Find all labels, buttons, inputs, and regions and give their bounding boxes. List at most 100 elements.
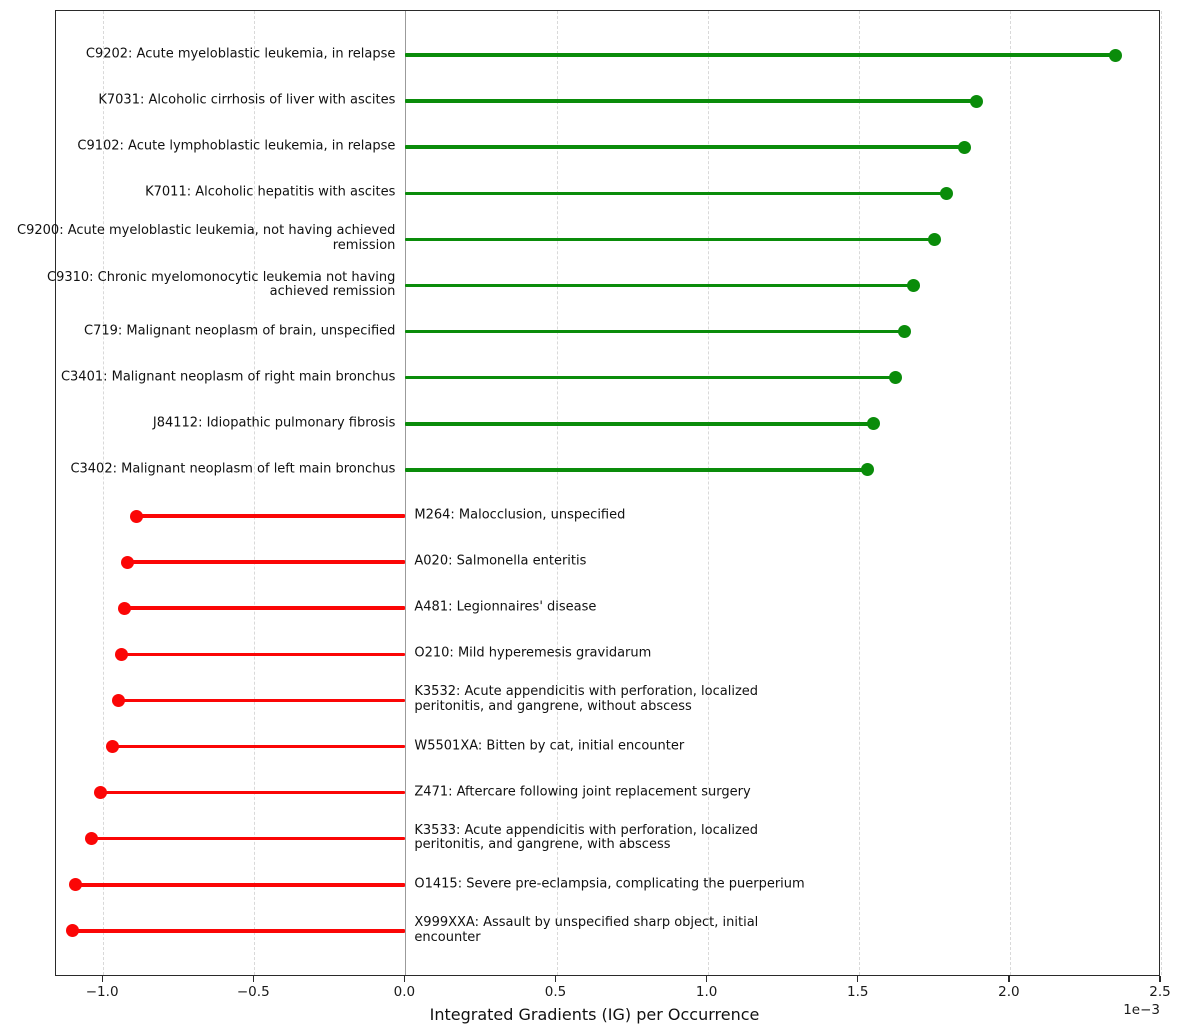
stem (405, 53, 1116, 57)
category-label-line: O210: Mild hyperemesis gravidarum (414, 645, 652, 661)
dot-marker (1109, 48, 1123, 62)
category-label: C9200: Acute myeloblastic leukemia, not … (17, 223, 396, 255)
dot-marker (939, 186, 953, 200)
stem (112, 744, 406, 749)
x-tick-label-1: −0.5 (236, 984, 270, 1000)
category-label: K3532: Acute appendicitis with perforati… (414, 684, 759, 716)
x-tick-mark-6 (1008, 976, 1010, 982)
stem (405, 283, 914, 288)
stem (72, 929, 406, 933)
dot-marker (120, 555, 134, 569)
stem (124, 606, 406, 610)
category-label: K3533: Acute appendicitis with perforati… (414, 822, 759, 854)
dot-marker (114, 647, 128, 661)
category-label-line: K3532: Acute appendicitis with perforati… (414, 684, 759, 700)
category-label: J84112: Idiopathic pulmonary fibrosis (153, 416, 396, 431)
stem (75, 883, 406, 887)
dot-marker (93, 786, 107, 800)
dot-marker (69, 878, 83, 892)
category-label: Z471: Aftercare following joint replacem… (414, 784, 751, 800)
dot-marker (129, 509, 143, 523)
dot-marker (84, 832, 98, 846)
x-tick-mark-1 (252, 976, 254, 982)
category-label-line: O1415: Severe pre-eclampsia, complicatin… (414, 876, 805, 892)
category-label: A020: Salmonella enteritis (414, 553, 587, 570)
dot-marker (906, 279, 920, 292)
category-label-line: M264: Malocclusion, unspecified (414, 507, 626, 523)
category-label-line: C9202: Acute myeloblastic leukemia, in r… (85, 46, 396, 62)
x-axis-label: Integrated Gradients (IG) per Occurrence (429, 1005, 760, 1024)
category-label-line: C3401: Malignant neoplasm of right main … (60, 369, 396, 385)
dot-marker (867, 417, 881, 431)
category-label: C9202: Acute myeloblastic leukemia, in r… (85, 46, 396, 63)
category-label-line: J84112: Idiopathic pulmonary fibrosis (152, 415, 396, 431)
category-label-line: C9102: Acute lymphoblastic leukemia, in … (77, 138, 396, 154)
category-label: C719: Malignant neoplasm of brain, unspe… (84, 323, 396, 339)
category-label-line: Z471: Aftercare following joint replacem… (414, 784, 751, 800)
zero-line (404, 11, 407, 975)
stem (118, 698, 406, 703)
category-label: K7011: Alcoholic hepatitis with ascites (145, 184, 396, 201)
stem (405, 375, 896, 380)
stem (405, 329, 905, 334)
dot-marker (970, 94, 984, 108)
x-tick-mark-4 (706, 976, 708, 982)
plot-area: C9202: Acute myeloblastic leukemia, in r… (17, 10, 1162, 976)
category-label: K7031: Alcoholic cirrhosis of liver with… (98, 92, 396, 109)
gridline-x-7 (1161, 11, 1162, 975)
category-label-line: K7031: Alcoholic cirrhosis of liver with… (98, 92, 396, 108)
category-label-line: C3402: Malignant neoplasm of left main b… (70, 461, 396, 477)
x-axis-offset-text: 1e−3 (1123, 1002, 1160, 1018)
x-tick-mark-3 (554, 976, 557, 982)
dot-marker (105, 740, 119, 753)
category-label: X999XXA: Assault by unspecified sharp ob… (414, 915, 758, 946)
category-label: W5501XA: Bitten by cat, initial encounte… (414, 738, 685, 754)
stem (100, 790, 406, 795)
stem (405, 191, 947, 196)
gridline-x-1 (254, 11, 256, 975)
dot-marker (888, 371, 902, 385)
category-label: C9102: Acute lymphoblastic leukemia, in … (77, 138, 396, 155)
category-label-line: K3533: Acute appendicitis with perforati… (414, 822, 759, 838)
category-label: O210: Mild hyperemesis gravidarum (414, 645, 652, 662)
category-label-line: peritonitis, and gangrene, with abscess (414, 837, 671, 853)
category-label: O1415: Severe pre-eclampsia, complicatin… (414, 877, 804, 892)
category-label: C3401: Malignant neoplasm of right main … (60, 369, 396, 385)
x-tick-label-4: 1.0 (695, 984, 718, 1000)
x-tick-mark-5 (857, 976, 859, 982)
category-label-line: A020: Salmonella enteritis (414, 553, 587, 569)
dot-marker (111, 693, 125, 707)
category-label-line: C9200: Acute myeloblastic leukemia, not … (17, 223, 396, 239)
category-label-line: C719: Malignant neoplasm of brain, unspe… (84, 323, 396, 339)
stem (405, 422, 874, 426)
dot-marker (897, 325, 911, 339)
x-tick-label-5: 1.5 (847, 984, 869, 1000)
stem (405, 237, 935, 242)
category-label-line: achieved remission (269, 284, 396, 300)
gridline-x-6 (1009, 11, 1011, 975)
category-label-line: C9310: Chronic myelomonocytic leukemia n… (47, 269, 396, 285)
x-tick-label-0: −1.0 (85, 984, 119, 1000)
category-label-line: encounter (414, 929, 481, 945)
category-label: A481: Legionnaires' disease (414, 599, 597, 616)
stem (121, 652, 406, 657)
category-label: C9310: Chronic myelomonocytic leukemia n… (47, 269, 396, 301)
dot-marker (66, 924, 80, 938)
x-tick-mark-7 (1159, 976, 1161, 982)
category-label-line: K7011: Alcoholic hepatitis with ascites (145, 184, 396, 200)
category-label-line: A481: Legionnaires' disease (414, 599, 597, 615)
stem (405, 145, 965, 149)
category-label-line: W5501XA: Bitten by cat, initial encounte… (414, 738, 685, 754)
dot-marker (927, 232, 941, 246)
category-label-line: remission (332, 238, 396, 254)
dot-marker (958, 140, 972, 154)
stem (127, 560, 406, 564)
x-tick-mark-2 (403, 976, 406, 982)
stem (405, 99, 977, 103)
dot-marker (117, 601, 131, 615)
x-tick-label-6: 2.0 (998, 984, 1020, 1000)
stem (91, 836, 406, 841)
dot-marker (861, 463, 875, 477)
gridline-x-0 (103, 11, 105, 975)
